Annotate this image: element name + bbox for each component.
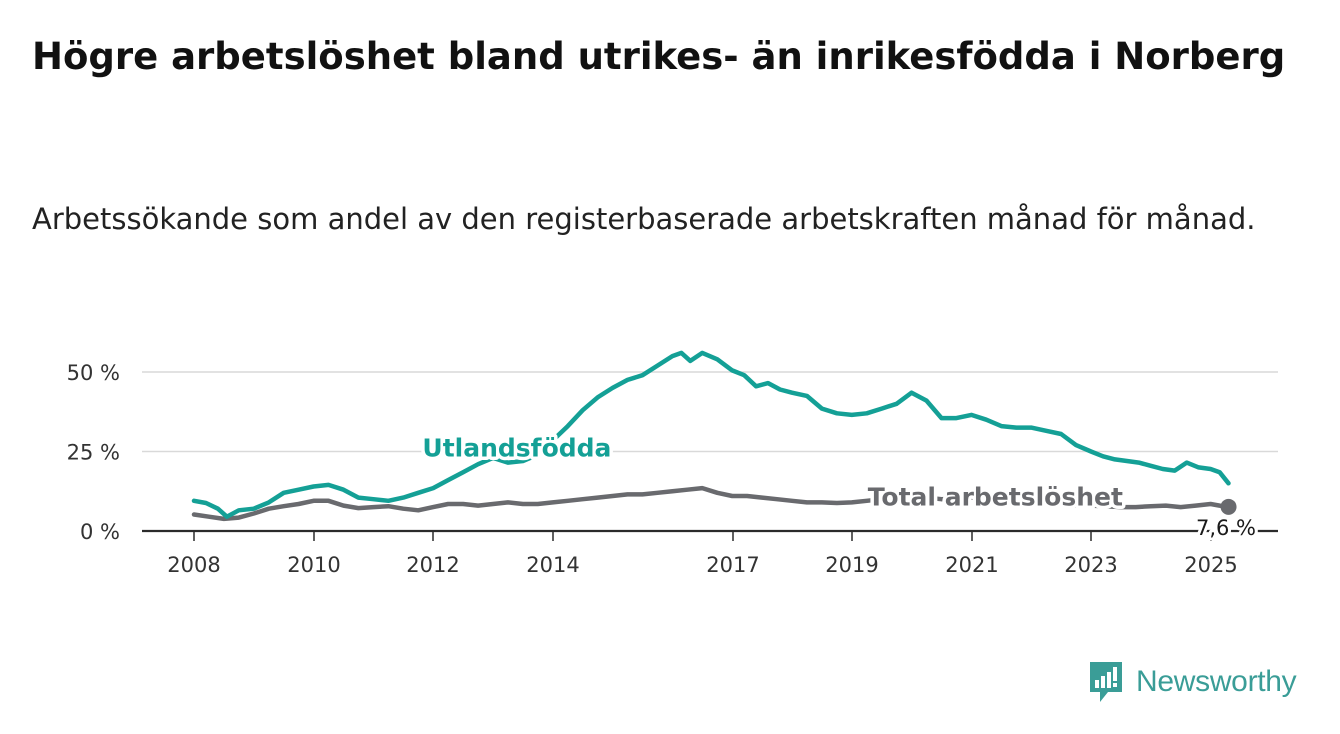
- x-tick-label: 2017: [706, 553, 759, 577]
- series-label-total: Total arbetslöshet: [868, 483, 1123, 512]
- series-label-utlandsfodda: Utlandsfödda: [422, 433, 611, 462]
- brand-logo[interactable]: Newsworthy: [1088, 660, 1297, 704]
- y-tick-label: 25 %: [67, 441, 120, 465]
- x-tick-label: 2010: [287, 553, 340, 577]
- x-tick-label: 2023: [1064, 553, 1117, 577]
- y-tick-label: 0 %: [80, 520, 120, 544]
- end-value-label: 7,6 %: [1196, 516, 1256, 540]
- x-tick-label: 2012: [406, 553, 459, 577]
- end-point-marker: [1220, 498, 1237, 515]
- x-tick-label: 2014: [526, 553, 579, 577]
- brand-name: Newsworthy: [1136, 665, 1297, 698]
- y-tick-label: 50 %: [67, 361, 120, 385]
- x-tick-label: 2025: [1184, 553, 1237, 577]
- x-tick-label: 2021: [945, 553, 998, 577]
- x-tick-label: 2008: [167, 553, 220, 577]
- series-line-total: [191, 485, 1231, 522]
- series-line-utlandsfodda: [191, 350, 1231, 519]
- newsworthy-logo-icon: [1090, 662, 1122, 702]
- chart-title: Högre arbetslöshet bland utrikes- än inr…: [32, 35, 1286, 78]
- x-tick-label: 2019: [825, 553, 878, 577]
- chart-subtitle: Arbetssökande som andel av den registerb…: [32, 202, 1256, 236]
